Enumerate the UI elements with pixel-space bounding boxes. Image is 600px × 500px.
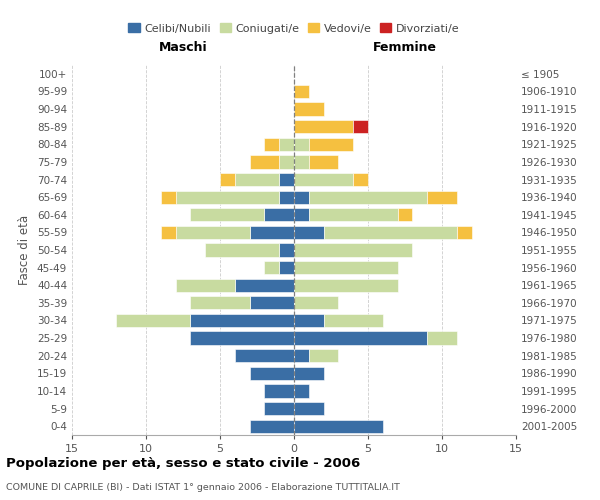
Bar [309, 208, 398, 222]
Bar [309, 190, 427, 204]
Bar [235, 278, 294, 292]
Bar [294, 278, 398, 292]
Bar [323, 314, 383, 327]
Bar [427, 332, 457, 344]
Y-axis label: Anni di nascita: Anni di nascita [597, 206, 600, 294]
Bar [190, 314, 294, 327]
Bar [294, 102, 323, 116]
Bar [190, 296, 250, 310]
Bar [220, 173, 235, 186]
Bar [294, 349, 309, 362]
Bar [176, 190, 279, 204]
Bar [353, 173, 368, 186]
Bar [279, 173, 294, 186]
Bar [353, 120, 368, 134]
Bar [294, 208, 309, 222]
Y-axis label: Fasce di età: Fasce di età [19, 215, 31, 285]
Text: Femmine: Femmine [373, 42, 437, 54]
Bar [309, 156, 338, 168]
Bar [294, 244, 412, 256]
Bar [294, 296, 338, 310]
Bar [161, 226, 176, 239]
Bar [294, 314, 323, 327]
Bar [279, 261, 294, 274]
Bar [279, 244, 294, 256]
Bar [294, 156, 309, 168]
Bar [265, 402, 294, 415]
Bar [116, 314, 190, 327]
Bar [265, 261, 279, 274]
Bar [265, 138, 279, 151]
Bar [279, 156, 294, 168]
Bar [176, 278, 235, 292]
Bar [398, 208, 412, 222]
Bar [176, 226, 250, 239]
Bar [265, 208, 294, 222]
Text: COMUNE DI CAPRILE (BI) - Dati ISTAT 1° gennaio 2006 - Elaborazione TUTTITALIA.IT: COMUNE DI CAPRILE (BI) - Dati ISTAT 1° g… [6, 482, 400, 492]
Bar [427, 190, 457, 204]
Bar [294, 402, 323, 415]
Bar [294, 332, 427, 344]
Bar [294, 226, 323, 239]
Bar [294, 138, 309, 151]
Bar [294, 420, 383, 433]
Bar [309, 349, 338, 362]
Bar [161, 190, 176, 204]
Bar [250, 366, 294, 380]
Bar [294, 85, 309, 98]
Bar [265, 384, 294, 398]
Text: Popolazione per età, sesso e stato civile - 2006: Popolazione per età, sesso e stato civil… [6, 458, 360, 470]
Legend: Celibi/Nubili, Coniugati/e, Vedovi/e, Divorziati/e: Celibi/Nubili, Coniugati/e, Vedovi/e, Di… [124, 19, 464, 38]
Bar [294, 384, 309, 398]
Bar [235, 349, 294, 362]
Text: Maschi: Maschi [158, 42, 208, 54]
Bar [457, 226, 472, 239]
Bar [235, 173, 279, 186]
Bar [279, 138, 294, 151]
Bar [279, 190, 294, 204]
Bar [294, 173, 353, 186]
Bar [294, 366, 323, 380]
Bar [323, 226, 457, 239]
Bar [250, 296, 294, 310]
Bar [250, 420, 294, 433]
Bar [190, 208, 265, 222]
Bar [294, 261, 398, 274]
Bar [294, 190, 309, 204]
Bar [250, 156, 279, 168]
Bar [250, 226, 294, 239]
Bar [190, 332, 294, 344]
Bar [294, 120, 353, 134]
Bar [205, 244, 279, 256]
Bar [309, 138, 353, 151]
